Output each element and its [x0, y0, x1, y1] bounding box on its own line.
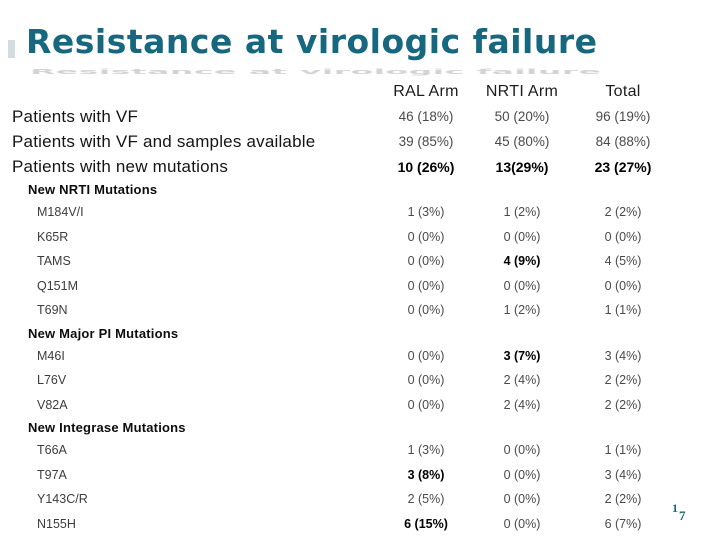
section-header-row: New Integrase Mutations	[0, 417, 720, 438]
row-label: New NRTI Mutations	[28, 182, 158, 197]
column-header-ral-arm: RAL Arm	[393, 83, 459, 100]
value-cell: 10 (26%)	[397, 158, 455, 175]
value-cell: 0 (0%)	[604, 229, 642, 244]
value-cell: 23 (27%)	[594, 158, 652, 175]
section-header-row: New Major PI Mutations	[0, 323, 720, 344]
value-cell: 0 (0%)	[503, 492, 541, 507]
value-cell: 0 (0%)	[407, 278, 445, 293]
value-cell: 1 (3%)	[407, 205, 445, 220]
row-label: Q151M	[37, 278, 78, 293]
page-number-digit-2: 7	[679, 508, 686, 523]
value-cell: 4 (5%)	[604, 254, 642, 269]
row-label: K65R	[37, 229, 69, 244]
value-cell: 2 (2%)	[604, 492, 642, 507]
value-cell: 0 (0%)	[407, 254, 445, 269]
value-cell: 50 (20%)	[494, 109, 550, 124]
row-label: T69N	[37, 303, 68, 318]
table-row: V82A 0 (0%) 2 (4%) 2 (2%)	[0, 393, 720, 418]
value-cell: 3 (8%)	[407, 467, 445, 482]
value-cell: 1 (1%)	[604, 303, 642, 318]
table-row: Y143C/R 2 (5%) 0 (0%) 2 (2%)	[0, 487, 720, 512]
row-label: L76V	[37, 373, 67, 388]
row-label: Y143C/R	[37, 492, 88, 507]
slide-title: Resistance at virologic failure	[26, 22, 598, 61]
value-cell: 6 (15%)	[404, 516, 448, 531]
value-cell: 39 (85%)	[398, 134, 454, 149]
value-cell: 3 (4%)	[604, 348, 642, 363]
value-cell: 1 (2%)	[503, 205, 541, 220]
row-label: Patients with new mutations	[12, 156, 229, 176]
table-row: T66A 1 (3%) 0 (0%) 1 (1%)	[0, 438, 720, 463]
table-row: T69N 0 (0%) 1 (2%) 1 (1%)	[0, 298, 720, 323]
title-shadow-tick	[8, 40, 15, 58]
value-cell: 2 (5%)	[407, 492, 445, 507]
value-cell: 2 (2%)	[604, 373, 642, 388]
row-label: M184V/I	[37, 205, 84, 220]
value-cell: 3 (4%)	[604, 467, 642, 482]
table-row: Patients with new mutations 10 (26%) 13(29…	[0, 154, 720, 179]
value-cell: 6 (7%)	[604, 516, 642, 531]
row-label: New Integrase Mutations	[28, 420, 186, 435]
value-cell: 45 (80%)	[494, 134, 550, 149]
results-table-body: Patients with VF 46 (18%) 50 (20%) 96 (19%)…	[0, 104, 720, 536]
value-cell: 0 (0%)	[503, 516, 541, 531]
table-row: T97A 3 (8%) 0 (0%) 3 (4%)	[0, 463, 720, 488]
value-cell: 0 (0%)	[503, 443, 541, 458]
value-cell: 0 (0%)	[407, 397, 445, 412]
value-cell: 84 (88%)	[595, 134, 651, 149]
value-cell: 2 (4%)	[503, 397, 541, 412]
row-label: M46I	[37, 348, 65, 363]
value-cell: 0 (0%)	[503, 229, 541, 244]
value-cell: 0 (0%)	[407, 373, 445, 388]
value-cell: 2 (4%)	[503, 373, 541, 388]
value-cell: 0 (0%)	[407, 348, 445, 363]
table-row: K65R 0 (0%) 0 (0%) 0 (0%)	[0, 225, 720, 250]
page-number-digit-1: 1	[672, 501, 678, 515]
value-cell: 2 (2%)	[604, 205, 642, 220]
row-label: T97A	[37, 467, 67, 482]
table-row: L76V 0 (0%) 2 (4%) 2 (2%)	[0, 368, 720, 393]
value-cell: 1 (2%)	[503, 303, 541, 318]
table-row: N155H 6 (15%) 0 (0%) 6 (7%)	[0, 512, 720, 537]
value-cell: 0 (0%)	[503, 278, 541, 293]
column-header-nrti-arm: NRTI Arm	[485, 83, 559, 100]
value-cell: 96 (19%)	[595, 109, 651, 124]
table-row: TAMS 0 (0%) 4 (9%) 4 (5%)	[0, 249, 720, 274]
row-label: T66A	[37, 443, 67, 458]
row-label: V82A	[37, 397, 68, 412]
row-label: Patients with VF	[12, 106, 139, 126]
title-shadow: Resistance at virologic failure	[30, 68, 602, 76]
row-label: TAMS	[37, 254, 71, 269]
row-label: New Major PI Mutations	[28, 325, 179, 341]
table-row: Patients with VF 46 (18%) 50 (20%) 96 (19%)	[0, 104, 720, 129]
row-label: Patients with VF and samples available	[12, 131, 316, 151]
row-label: N155H	[37, 516, 76, 531]
value-cell: 2 (2%)	[604, 397, 642, 412]
table-row: Patients with VF and samples available 39…	[0, 129, 720, 154]
value-cell: 0 (0%)	[503, 467, 541, 482]
value-cell: 4 (9%)	[503, 254, 541, 269]
section-header-row: New NRTI Mutations	[0, 179, 720, 200]
results-table: RAL Arm NRTI Arm Total Patients with VF 4…	[0, 80, 720, 536]
value-cell: 46 (18%)	[398, 109, 454, 124]
value-cell: 1 (1%)	[604, 443, 642, 458]
value-cell: 3 (7%)	[503, 348, 541, 363]
value-cell: 0 (0%)	[407, 229, 445, 244]
table-row: Q151M 0 (0%) 0 (0%) 0 (0%)	[0, 274, 720, 299]
value-cell: 13(29%)	[495, 158, 549, 175]
value-cell: 0 (0%)	[604, 278, 642, 293]
column-header-total: Total	[605, 83, 641, 100]
table-header-row: RAL Arm NRTI Arm Total	[0, 80, 720, 104]
value-cell: 1 (3%)	[407, 443, 445, 458]
value-cell: 0 (0%)	[407, 303, 445, 318]
table-row: M184V/I 1 (3%) 1 (2%) 2 (2%)	[0, 200, 720, 225]
table-row: M46I 0 (0%) 3 (7%) 3 (4%)	[0, 344, 720, 369]
